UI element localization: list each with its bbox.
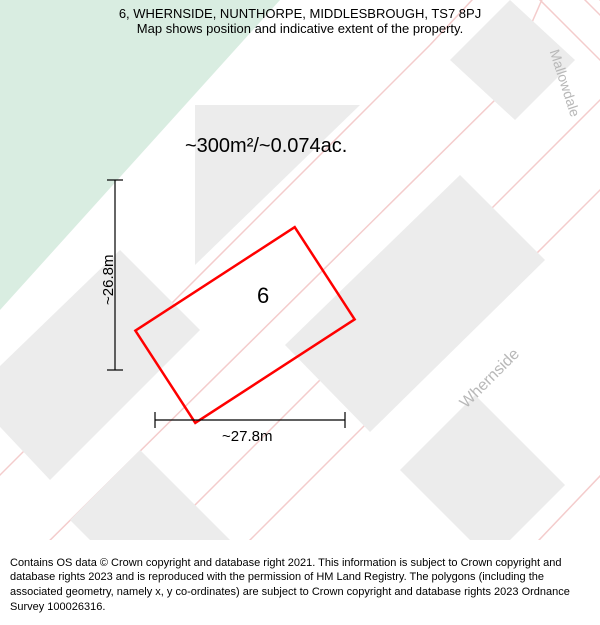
height-label: ~26.8m: [100, 255, 117, 305]
property-map: [0, 0, 600, 540]
width-label: ~27.8m: [222, 428, 272, 445]
building: [195, 105, 360, 265]
copyright-footer: Contains OS data © Crown copyright and d…: [0, 550, 600, 625]
area-label: ~300m²/~0.074ac.: [185, 135, 347, 158]
plot-number: 6: [257, 283, 269, 309]
building: [285, 175, 545, 432]
page-subtitle: Map shows position and indicative extent…: [10, 21, 590, 36]
width-dimension: [155, 412, 345, 428]
building: [400, 395, 565, 540]
page-title: 6, WHERNSIDE, NUNTHORPE, MIDDLESBROUGH, …: [10, 6, 590, 21]
